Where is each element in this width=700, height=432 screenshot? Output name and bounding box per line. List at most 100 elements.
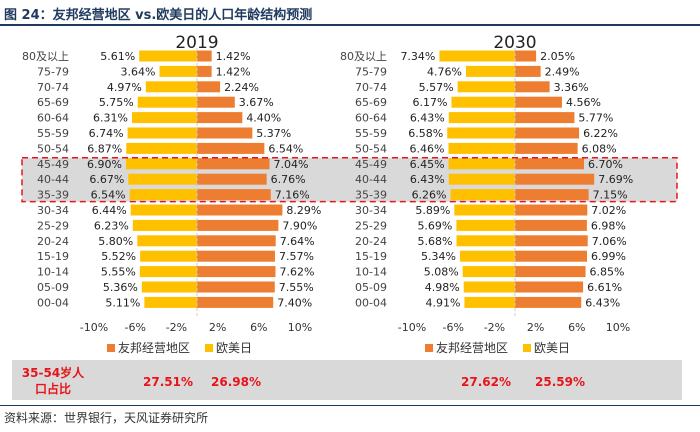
chart-2030-bar-western-45-49 [448,158,515,170]
chart-2019-bar-western-80- [139,50,197,62]
chart-2019-bar-aia-15-19 [197,250,275,262]
chart-2030-xtick-4: 6% [568,321,585,334]
chart-2019-bar-aia-00-04 [197,296,274,308]
chart-2019-legend-aia-swatch [107,344,115,352]
chart-2019-label-aia-00-04: 7.40% [277,296,312,309]
chart-2019-category-70-74: 70-74 [37,81,69,94]
chart-2030-category-25-29: 25-29 [355,219,387,232]
chart-2030-bar-aia-10-14 [515,266,586,278]
footer-2019-aia-value: 27.51% [143,375,193,389]
chart-2030-label-western-45-49: 6.45% [410,158,445,171]
chart-2030-label-western-70-74: 5.57% [419,81,454,94]
footer-2030-western-value: 25.59% [535,375,585,389]
chart-2030-bar-aia-30-34 [515,204,588,216]
chart-2030-bar-western-55-59 [447,127,515,139]
chart-2030-bar-western-60-64 [448,112,515,124]
chart-2019-bar-western-55-59 [127,127,197,139]
chart-2019-bar-western-35-39 [129,189,197,201]
chart-2030-category-35-39: 35-39 [355,189,387,202]
chart-2019-label-aia-30-34: 8.29% [286,204,321,217]
chart-2030-label-aia-50-54: 6.08% [582,142,617,155]
chart-2019-category-10-14: 10-14 [37,266,69,279]
chart-2019-bar-aia-75-79 [197,65,212,77]
chart-2019-category-65-69: 65-69 [37,96,69,109]
chart-2019-bar-western-15-19 [140,250,197,262]
chart-2030-bar-western-40-44 [448,173,515,185]
chart-2019-label-aia-40-44: 6.76% [271,173,306,186]
chart-2030-bar-aia-15-19 [515,250,587,262]
chart-2030-xtick-1: -6% [442,321,463,334]
chart-2019-legend-western-swatch [205,344,213,352]
chart-2019-bar-western-70-74 [145,81,197,93]
chart-2019-bar-aia-30-34 [197,204,283,216]
chart-2019-xtick-3: 2% [209,321,226,334]
chart-2019-bar-aia-70-74 [197,81,221,93]
chart-2030-label-aia-00-04: 6.43% [585,296,620,309]
chart-2019-bar-western-75-79 [159,65,197,77]
chart-2019-bar-aia-50-54 [197,142,265,154]
chart-2019-label-aia-15-19: 7.57% [279,250,314,263]
chart-2030-label-aia-40-44: 7.69% [598,173,633,186]
chart-2030-label-aia-35-39: 7.15% [593,189,628,202]
chart-2030-label-western-60-64: 6.43% [410,112,445,125]
chart-2030-bar-aia-75-79 [515,65,541,77]
chart-2030-label-aia-25-29: 6.98% [591,219,626,232]
chart-2030-category-20-24: 20-24 [355,235,387,248]
chart-2030-category-00-04: 00-04 [355,296,387,309]
chart-2030-label-aia-45-49: 6.70% [588,158,623,171]
chart-2019-label-aia-50-54: 6.54% [268,142,303,155]
chart-2019-label-western-20-24: 5.80% [98,235,133,248]
chart-2019-bar-aia-65-69 [197,96,235,108]
chart-2030-label-aia-30-34: 7.02% [591,204,626,217]
chart-2019-label-western-55-59: 6.74% [89,127,124,140]
chart-2030-bar-aia-05-09 [515,281,584,293]
chart-2030-legend-aia-label: 友邦经营地区 [436,341,508,355]
chart-2019-category-75-79: 75-79 [37,65,69,78]
chart-2030-label-aia-65-69: 4.56% [566,96,601,109]
chart-2019-bar-western-30-34 [130,204,197,216]
chart-2019-category-60-64: 60-64 [37,112,69,125]
chart-2030-label-western-55-59: 6.58% [408,127,443,140]
chart-2019-label-aia-20-24: 7.64% [280,235,315,248]
chart-2019-label-aia-70-74: 2.24% [224,81,259,94]
chart-2019-xtick-2: -2% [166,321,187,334]
chart-2030-bar-western-70-74 [457,81,515,93]
chart-2019-category-20-24: 20-24 [37,235,69,248]
chart-2030-bar-western-35-39 [450,189,515,201]
chart-2030-bar-aia-40-44 [515,173,595,185]
chart-2019-label-aia-60-64: 4.40% [246,112,281,125]
chart-2030-bar-western-25-29 [456,219,515,231]
chart-2030-xtick-0: -10% [398,321,426,334]
chart-2019-xtick-4: 6% [250,321,267,334]
chart-2019-bar-western-50-54 [126,142,197,154]
chart-2030-label-aia-75-79: 2.49% [545,65,580,78]
chart-2030-label-aia-80-: 2.05% [540,50,575,63]
footer-2030-aia-value: 27.62% [461,375,511,389]
chart-2030-label-western-50-54: 6.46% [410,142,445,155]
chart-2030-category-50-54: 50-54 [355,142,387,155]
chart-2019-label-western-15-19: 5.52% [101,250,136,263]
chart-2019-label-western-40-44: 6.67% [89,173,124,186]
chart-2019-category-80-: 80及以上 [22,50,69,63]
chart-2030-bar-aia-25-29 [515,219,587,231]
chart-2019-category-40-44: 40-44 [37,173,69,186]
chart-2030-label-western-15-19: 5.34% [421,250,456,263]
chart-2019-category-55-59: 55-59 [37,127,69,140]
chart-2019-label-aia-55-59: 5.37% [256,127,291,140]
chart-2019-label-western-75-79: 3.64% [121,65,156,78]
chart-2030-label-aia-10-14: 6.85% [590,266,625,279]
chart-2030-label-aia-05-09: 6.61% [587,281,622,294]
chart-2019-label-aia-35-39: 7.16% [275,189,310,202]
chart-2030-bar-western-75-79 [465,65,515,77]
chart-2019-label-aia-45-49: 7.04% [274,158,309,171]
chart-2030-bar-aia-45-49 [515,158,585,170]
chart-2030-category-45-49: 45-49 [355,158,387,171]
chart-2030-bar-aia-35-39 [515,189,589,201]
chart-2030-bar-aia-60-64 [515,112,575,124]
chart-2030-category-70-74: 70-74 [355,81,387,94]
chart-2019-legend-aia-label: 友邦经营地区 [118,341,190,355]
source-rule [0,405,700,406]
chart-2019-label-western-65-69: 5.75% [99,96,134,109]
chart-2030-label-aia-70-74: 3.36% [554,81,589,94]
chart-2030-category-05-09: 05-09 [355,281,387,294]
